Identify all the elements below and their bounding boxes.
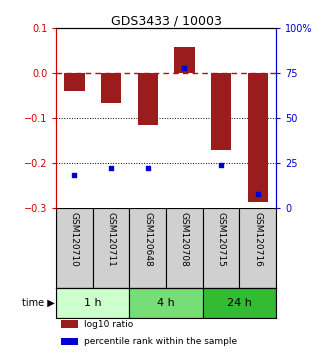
Bar	[129, 208, 166, 288]
Bar	[65, 73, 84, 91]
Bar	[138, 73, 158, 125]
Text: GSM120648: GSM120648	[143, 212, 152, 267]
Text: 4 h: 4 h	[157, 298, 175, 308]
Point	[145, 165, 150, 171]
Bar	[93, 208, 129, 288]
Text: GSM120710: GSM120710	[70, 212, 79, 267]
Bar	[248, 73, 268, 201]
Text: GSM120716: GSM120716	[253, 212, 262, 267]
Bar	[174, 47, 195, 73]
Text: percentile rank within the sample: percentile rank within the sample	[84, 337, 237, 346]
Text: log10 ratio: log10 ratio	[84, 320, 133, 329]
Title: GDS3433 / 10003: GDS3433 / 10003	[111, 14, 221, 27]
Bar	[166, 208, 203, 288]
Bar	[61, 338, 77, 346]
Bar	[211, 73, 231, 150]
Point	[72, 172, 77, 178]
Bar	[239, 208, 276, 288]
Text: GSM120711: GSM120711	[107, 212, 116, 267]
Bar	[203, 208, 239, 288]
Point	[108, 165, 114, 171]
Bar	[101, 73, 121, 103]
Bar	[56, 288, 129, 318]
Bar	[129, 288, 203, 318]
Text: 24 h: 24 h	[227, 298, 252, 308]
Bar	[56, 208, 93, 288]
Text: time ▶: time ▶	[22, 298, 54, 308]
Point	[219, 162, 224, 168]
Bar	[61, 320, 77, 328]
Point	[255, 191, 260, 197]
Point	[182, 65, 187, 71]
Bar	[203, 288, 276, 318]
Text: GSM120715: GSM120715	[217, 212, 226, 267]
Text: 1 h: 1 h	[84, 298, 102, 308]
Text: GSM120708: GSM120708	[180, 212, 189, 267]
